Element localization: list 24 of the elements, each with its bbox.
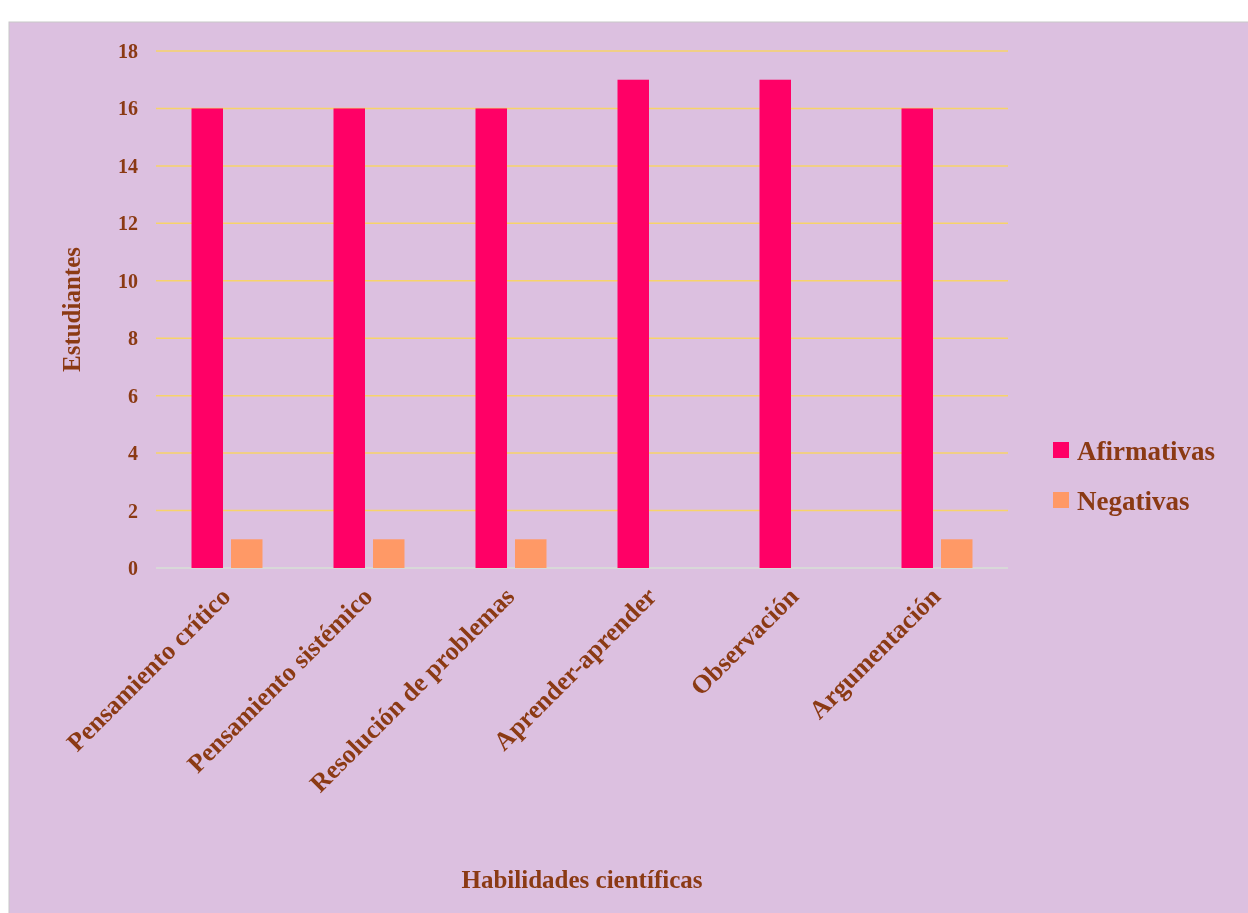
y-tick-label: 12: [118, 212, 138, 235]
y-tick-label: 8: [128, 327, 138, 350]
bar: [617, 79, 649, 568]
y-tick-label: 2: [128, 499, 138, 522]
y-axis-title: Estudiantes: [58, 246, 85, 373]
bar: [759, 79, 791, 568]
x-axis-title: Habilidades científicas: [461, 866, 703, 893]
bar: [333, 108, 365, 568]
bar: [515, 539, 547, 568]
bar: [191, 108, 223, 568]
bar: [941, 539, 973, 568]
y-tick-label: 6: [128, 384, 138, 407]
y-tick-label: 0: [128, 557, 138, 579]
y-tick-label: 18: [118, 40, 138, 62]
legend-label: Afirmativas: [1077, 436, 1215, 467]
legend-label: Negativas: [1077, 486, 1190, 517]
y-tick-label: 14: [118, 154, 138, 177]
y-tick-label: 16: [118, 97, 138, 120]
bar: [901, 108, 933, 568]
bar: [231, 539, 263, 568]
y-tick-label: 10: [118, 269, 138, 292]
bar: [373, 539, 405, 568]
y-tick-label: 4: [128, 442, 138, 465]
bar: [475, 108, 507, 568]
